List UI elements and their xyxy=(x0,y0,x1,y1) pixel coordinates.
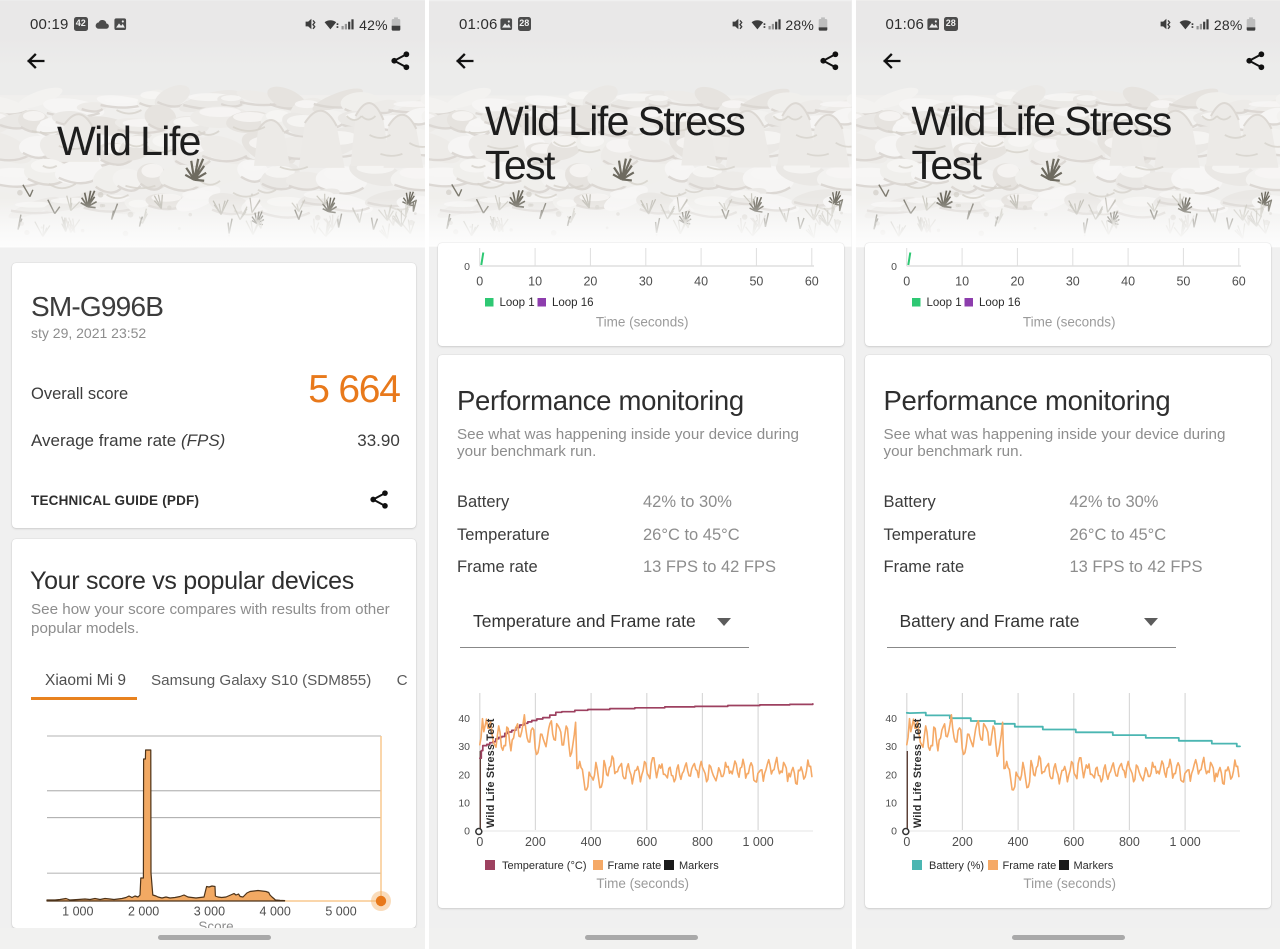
svg-text:Temperature (°C): Temperature (°C) xyxy=(502,860,586,872)
svg-text:20: 20 xyxy=(583,275,597,289)
svg-text:Loop 1: Loop 1 xyxy=(926,297,961,309)
svg-text:30: 30 xyxy=(639,275,653,289)
svg-text:200: 200 xyxy=(951,835,972,849)
svg-text:0: 0 xyxy=(903,835,910,849)
svg-text:20: 20 xyxy=(458,769,470,781)
svg-text:800: 800 xyxy=(692,835,713,849)
svg-text:Markers: Markers xyxy=(679,860,719,872)
svg-text:20: 20 xyxy=(1010,275,1024,289)
svg-text:800: 800 xyxy=(1118,835,1139,849)
svg-text:Time (seconds): Time (seconds) xyxy=(1023,876,1116,891)
svg-text:Wild Life Stress Test: Wild Life Stress Test xyxy=(912,718,924,828)
svg-text:Loop 16: Loop 16 xyxy=(552,297,594,309)
svg-text:10: 10 xyxy=(955,275,969,289)
svg-text:2 000: 2 000 xyxy=(128,905,159,919)
svg-text:0: 0 xyxy=(891,261,897,273)
svg-text:60: 60 xyxy=(1231,275,1245,289)
svg-text:0: 0 xyxy=(476,275,483,289)
svg-text:0: 0 xyxy=(903,275,910,289)
svg-text:1 000: 1 000 xyxy=(1169,835,1200,849)
svg-text:30: 30 xyxy=(1065,275,1079,289)
svg-text:50: 50 xyxy=(749,275,763,289)
svg-text:20: 20 xyxy=(885,769,897,781)
svg-text:Battery (%): Battery (%) xyxy=(929,860,984,872)
svg-text:Wild Life Stress Test: Wild Life Stress Test xyxy=(485,718,497,828)
svg-text:4 000: 4 000 xyxy=(260,905,291,919)
svg-text:0: 0 xyxy=(476,835,483,849)
svg-text:60: 60 xyxy=(805,275,819,289)
svg-text:0: 0 xyxy=(891,826,897,838)
svg-text:Time (seconds): Time (seconds) xyxy=(596,315,689,330)
svg-text:3 000: 3 000 xyxy=(194,905,225,919)
svg-text:0: 0 xyxy=(464,826,470,838)
svg-text:Loop 16: Loop 16 xyxy=(979,297,1021,309)
svg-text:40: 40 xyxy=(1121,275,1135,289)
svg-text:Markers: Markers xyxy=(1073,860,1113,872)
svg-text:600: 600 xyxy=(1063,835,1084,849)
svg-text:Frame rate: Frame rate xyxy=(608,860,662,872)
svg-text:0: 0 xyxy=(464,261,470,273)
svg-text:400: 400 xyxy=(581,835,602,849)
svg-text:10: 10 xyxy=(885,798,897,810)
svg-text:10: 10 xyxy=(458,798,470,810)
svg-text:1 000: 1 000 xyxy=(742,835,773,849)
svg-text:200: 200 xyxy=(525,835,546,849)
svg-text:400: 400 xyxy=(1007,835,1028,849)
svg-text:Time (seconds): Time (seconds) xyxy=(596,876,689,891)
svg-text:40: 40 xyxy=(458,713,470,725)
svg-text:40: 40 xyxy=(694,275,708,289)
svg-text:Loop 1: Loop 1 xyxy=(500,297,535,309)
svg-text:1 000: 1 000 xyxy=(62,905,93,919)
svg-text:10: 10 xyxy=(528,275,542,289)
svg-text:30: 30 xyxy=(458,741,470,753)
svg-text:30: 30 xyxy=(885,741,897,753)
svg-text:40: 40 xyxy=(885,713,897,725)
svg-text:5 000: 5 000 xyxy=(325,905,356,919)
svg-text:Frame rate: Frame rate xyxy=(1002,860,1056,872)
svg-text:600: 600 xyxy=(636,835,657,849)
svg-text:Time (seconds): Time (seconds) xyxy=(1022,315,1115,330)
svg-text:50: 50 xyxy=(1176,275,1190,289)
